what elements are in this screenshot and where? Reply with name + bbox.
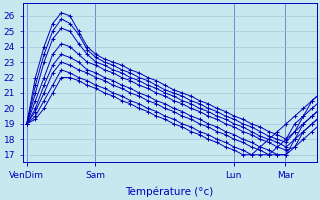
X-axis label: Température (°c): Température (°c): [125, 186, 214, 197]
